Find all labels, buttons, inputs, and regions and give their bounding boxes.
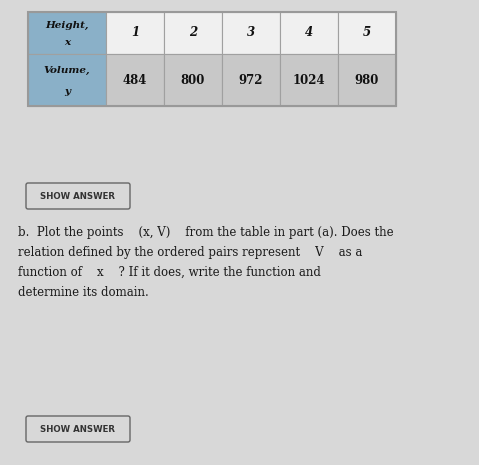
FancyBboxPatch shape (164, 12, 222, 54)
FancyBboxPatch shape (222, 54, 280, 106)
Text: 3: 3 (247, 27, 255, 40)
FancyBboxPatch shape (280, 54, 338, 106)
FancyBboxPatch shape (106, 54, 164, 106)
Text: relation defined by the ordered pairs represent    V    as a: relation defined by the ordered pairs re… (18, 246, 363, 259)
FancyBboxPatch shape (26, 183, 130, 209)
Text: SHOW ANSWER: SHOW ANSWER (41, 425, 115, 433)
Text: b.  Plot the points    (x, V)    from the table in part (a). Does the: b. Plot the points (x, V) from the table… (18, 226, 394, 239)
Text: SHOW ANSWER: SHOW ANSWER (41, 192, 115, 200)
Text: 4: 4 (305, 27, 313, 40)
Text: function of    x    ? If it does, write the function and: function of x ? If it does, write the fu… (18, 266, 321, 279)
Text: 5: 5 (363, 27, 371, 40)
FancyBboxPatch shape (28, 12, 106, 54)
FancyBboxPatch shape (280, 12, 338, 54)
Text: x: x (64, 38, 70, 47)
Text: y: y (64, 87, 70, 96)
Text: 484: 484 (123, 73, 147, 86)
Text: 800: 800 (181, 73, 205, 86)
FancyBboxPatch shape (28, 54, 106, 106)
Text: Height,: Height, (45, 21, 89, 30)
Text: 1024: 1024 (293, 73, 325, 86)
FancyBboxPatch shape (26, 416, 130, 442)
Text: determine its domain.: determine its domain. (18, 286, 149, 299)
FancyBboxPatch shape (164, 54, 222, 106)
FancyBboxPatch shape (338, 54, 396, 106)
Text: 1: 1 (131, 27, 139, 40)
FancyBboxPatch shape (222, 12, 280, 54)
Text: 980: 980 (355, 73, 379, 86)
Text: 2: 2 (189, 27, 197, 40)
FancyBboxPatch shape (338, 12, 396, 54)
Text: Volume,: Volume, (44, 66, 91, 75)
Text: 972: 972 (239, 73, 263, 86)
FancyBboxPatch shape (106, 12, 164, 54)
